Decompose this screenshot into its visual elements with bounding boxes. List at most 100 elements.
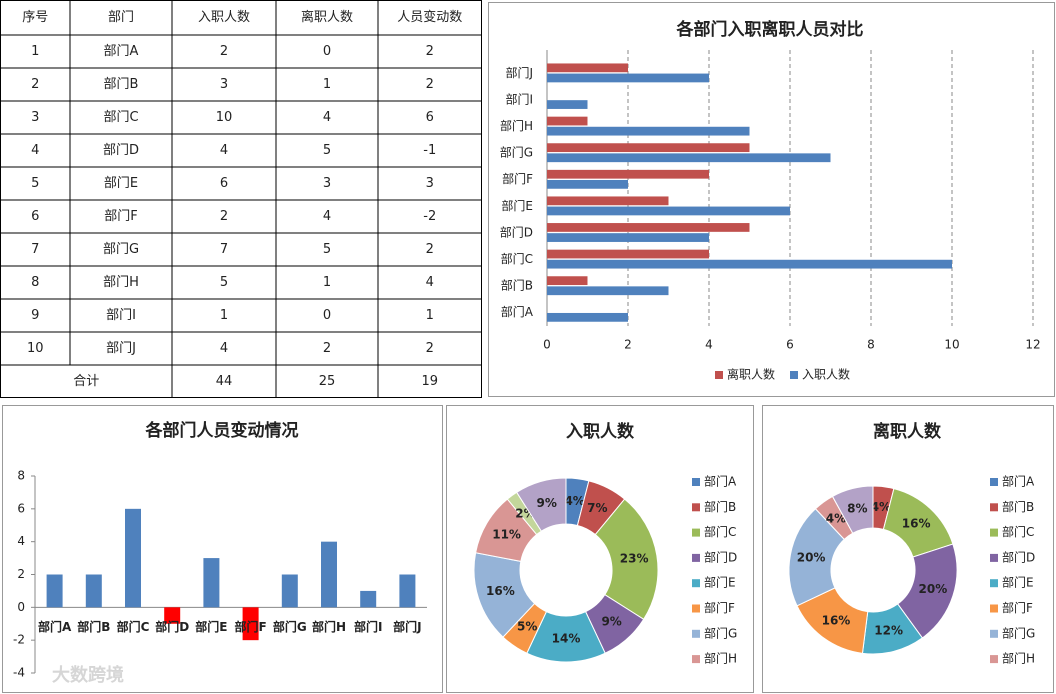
table-cell: 1	[220, 308, 228, 323]
data-label: 23%	[620, 552, 649, 566]
legend-swatch	[990, 655, 998, 664]
x-tick-label: 部门I	[354, 619, 382, 634]
legend-label: 部门A	[704, 474, 737, 489]
x-tick-label: 12	[1025, 338, 1040, 352]
legend-swatch	[990, 579, 998, 588]
table-cell: 6	[426, 110, 434, 125]
legend-label: 部门C	[1002, 524, 1034, 539]
table-cell: 0	[323, 308, 331, 323]
y-tick-label: 部门E	[501, 198, 533, 213]
table-total-cell: 19	[421, 374, 438, 389]
data-label: 5%	[517, 620, 537, 634]
legend-label: 部门E	[1002, 575, 1034, 590]
x-tick-label: 部门D	[155, 619, 189, 634]
legend-label: 部门F	[704, 600, 735, 615]
table-cell: 4	[426, 275, 434, 290]
bar	[547, 100, 588, 109]
table-cell: 部门C	[103, 110, 138, 125]
table-total-cell: 合计	[73, 374, 99, 389]
table-cell: 6	[31, 209, 39, 224]
table-cell: 3	[426, 176, 434, 191]
y-tick-label: 6	[17, 501, 25, 515]
y-tick-label: 8	[17, 469, 25, 483]
table-cell: 2	[323, 341, 331, 356]
table-total-cell: 25	[319, 374, 336, 389]
y-tick-label: 部门D	[500, 224, 533, 239]
y-tick-label: 部门B	[501, 278, 533, 293]
legend-label: 部门G	[704, 625, 737, 640]
bar	[281, 574, 298, 608]
bar	[547, 206, 790, 216]
donut-slice	[831, 485, 874, 534]
data-label: 14%	[552, 632, 581, 646]
x-tick-label: 部门E	[195, 619, 227, 634]
table-cell: 部门I	[106, 308, 136, 323]
y-tick-label: 部门J	[505, 65, 533, 80]
bar	[125, 508, 141, 608]
bar	[547, 116, 588, 126]
y-tick-label: 部门F	[502, 171, 533, 186]
x-tick-label: 部门G	[273, 619, 307, 634]
table-cell: 3	[323, 176, 331, 191]
table-header-cell: 离职人数	[301, 9, 353, 25]
data-label: 16%	[486, 584, 515, 598]
bar	[547, 126, 750, 136]
bar	[547, 286, 669, 296]
table-cell: 6	[220, 176, 228, 191]
table-cell: 2	[426, 242, 434, 257]
legend-swatch	[692, 579, 700, 588]
watermark: 大数跨境	[52, 664, 124, 686]
table-cell: 部门A	[104, 44, 139, 59]
bar	[321, 541, 337, 608]
legend-swatch	[790, 371, 798, 379]
data-label: 16%	[822, 613, 851, 627]
bar	[85, 574, 102, 608]
legend-label: 入职人数	[802, 367, 850, 382]
table-cell: 5	[31, 176, 39, 191]
legend-label: 部门D	[1002, 549, 1035, 564]
y-tick-label: -4	[13, 666, 25, 680]
table-cell: 9	[31, 308, 39, 323]
y-tick-label: 部门I	[505, 91, 533, 106]
data-label: 4%	[564, 494, 584, 508]
bar	[547, 276, 588, 286]
table-cell: 部门E	[104, 176, 138, 191]
table-cell: 4	[323, 110, 331, 125]
x-tick-label: 2	[624, 338, 632, 352]
bar	[547, 73, 709, 83]
table-cell: 7	[220, 242, 228, 257]
bar	[547, 179, 628, 189]
legend-swatch	[715, 371, 723, 379]
table-cell: 4	[220, 143, 228, 158]
legend-swatch	[692, 503, 700, 512]
table-cell: 2	[426, 44, 434, 59]
data-label: 9%	[537, 496, 557, 510]
legend-label: 离职人数	[727, 367, 775, 382]
bar	[399, 574, 416, 608]
legend-swatch	[692, 655, 700, 664]
chart-panel	[2, 405, 443, 693]
table-cell: 2	[31, 77, 39, 92]
table-cell: 部门B	[104, 77, 139, 92]
legend-swatch	[692, 528, 700, 537]
table-cell: 部门F	[104, 209, 137, 224]
legend-swatch	[692, 629, 700, 638]
legend-swatch	[990, 604, 998, 613]
x-tick-label: 6	[786, 338, 794, 352]
y-tick-label: 部门C	[501, 251, 533, 266]
table-cell: 部门G	[103, 242, 139, 257]
chart-title: 各部门人员变动情况	[145, 420, 299, 441]
data-label: 20%	[797, 551, 826, 565]
bar	[547, 143, 750, 153]
legend-swatch	[692, 604, 700, 613]
bar	[547, 312, 628, 322]
data-label: 9%	[601, 614, 621, 628]
data-label: 4%	[826, 512, 846, 526]
legend-swatch	[692, 553, 700, 562]
table-cell: -2	[423, 209, 436, 224]
table-cell: 2	[426, 341, 434, 356]
legend-label: 部门G	[1002, 625, 1035, 640]
x-tick-label: 4	[705, 338, 713, 352]
